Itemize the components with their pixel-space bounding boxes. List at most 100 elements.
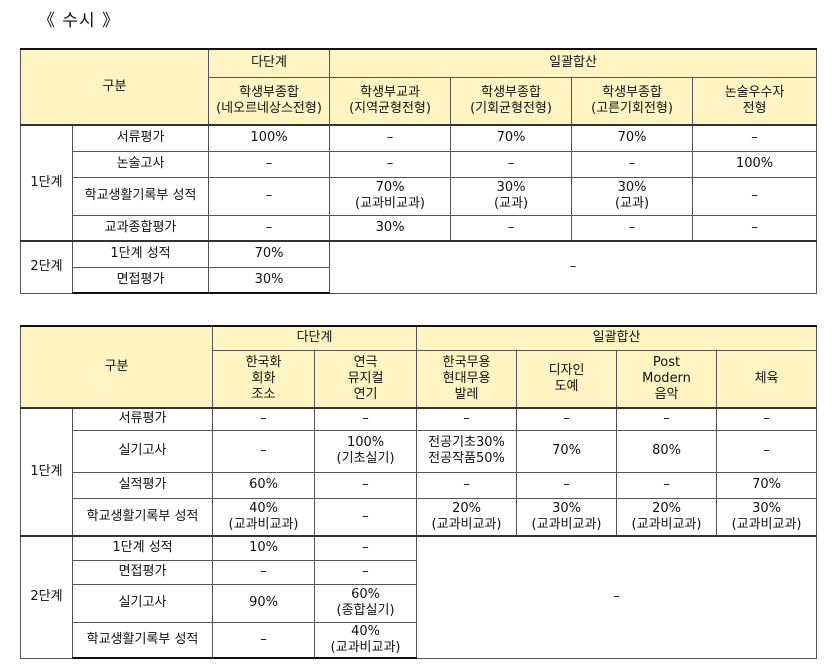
column-header: 학생부교과 (지역균형전형) <box>329 76 452 126</box>
stage-label: 2단계 <box>20 535 73 659</box>
table-row: 학교생활기록부 성적 – 40% (교과비교과) <box>21 621 817 659</box>
column-header: 연극 뮤지컬 연기 <box>314 349 418 409</box>
merged-cell: – <box>329 240 818 294</box>
table-row: 학교생활기록부 성적 40% (교과비교과) – 20% (교과비교과) 30% (교… <box>21 497 818 537</box>
row-label: 서류평가 <box>71 407 214 431</box>
cell: – <box>716 429 818 473</box>
cell: – <box>329 124 452 152</box>
header-group-multi: 다단계 <box>208 48 331 78</box>
cell: 70% <box>450 124 573 152</box>
section-title: 《 수시 》 <box>38 11 121 31</box>
cell: – <box>329 150 452 178</box>
row-label: 1단계 성적 <box>71 535 214 561</box>
header-category: 구분 <box>19 325 214 409</box>
cell: – <box>416 471 518 499</box>
cell: – <box>571 150 694 178</box>
cell: – <box>212 407 316 431</box>
cell: – <box>208 176 331 216</box>
cell: – <box>692 124 818 152</box>
cell: – <box>212 559 316 585</box>
cell: 100% <box>208 124 331 152</box>
row-label: 면접평가 <box>71 266 210 294</box>
column-header: 논술우수자 전형 <box>692 76 818 126</box>
cell: – <box>314 559 418 585</box>
row-label: 교과종합평가 <box>71 214 210 242</box>
cell: – <box>208 150 331 178</box>
cell: – <box>616 471 718 499</box>
cell: – <box>314 471 418 499</box>
header-group-multi: 다단계 <box>212 325 418 351</box>
cell: – <box>212 621 316 659</box>
cell: 40% (교과비교과) <box>212 497 316 537</box>
column-header: 학생부종합 (네오르네상스전형) <box>208 76 331 126</box>
cell: 30% <box>329 214 452 242</box>
admission-table-1: 구분 다단계 일괄합산 학생부종합 (네오르네상스전형) 학생부교과 (지역균형전형… <box>19 48 818 294</box>
column-header: 학생부종합 (고른기회전형) <box>571 76 694 126</box>
cell: 30% (교과비교과) <box>516 497 618 537</box>
column-header: 한국화 회화 조소 <box>212 349 316 409</box>
table-row: 1단계 서류평가 100% – 70% 70% – <box>20 124 818 242</box>
cell: – <box>450 150 573 178</box>
t2-column-headers: 한국화 회화 조소 연극 뮤지컬 연기 한국무용 현대무용 발레 디자인 도예 Post Mod… <box>21 349 818 409</box>
row-label: 면접평가 <box>71 559 214 585</box>
cell: – <box>314 535 418 561</box>
merged-cell: – <box>416 535 818 659</box>
row-label: 1단계 성적 <box>71 240 210 268</box>
column-header: 체육 <box>716 349 818 409</box>
table-row: 실기고사 – 100% (기초실기) 전공기초30% 전공작품50% 70% 80%… <box>21 429 818 473</box>
column-header: 한국무용 현대무용 발레 <box>416 349 518 409</box>
cell: – <box>314 497 418 537</box>
table-row: 실적평가 60% – – – – 70% <box>21 471 818 499</box>
cell: – <box>450 214 573 242</box>
cell: 60% <box>212 471 316 499</box>
table-row: 논술고사 – – – – 100% <box>21 150 818 178</box>
cell: – <box>516 471 618 499</box>
cell: 20% (교과비교과) <box>616 497 718 537</box>
cell: 60% (종합실기) <box>314 583 418 623</box>
header-group-bulk: 일괄합산 <box>329 48 818 78</box>
cell: – <box>208 214 331 242</box>
table-row: 교과종합평가 – 30% – – – <box>21 214 818 242</box>
cell: 전공기초30% 전공작품50% <box>416 429 518 473</box>
cell: – <box>571 214 694 242</box>
cell: – <box>692 214 818 242</box>
table-row: 면접평가 30% <box>21 266 817 294</box>
stage-label: 1단계 <box>20 124 73 242</box>
column-header: 디자인 도예 <box>516 349 618 409</box>
row-label: 학교생활기록부 성적 <box>71 621 214 659</box>
cell: 70% <box>208 240 331 268</box>
table-row: 2단계 1단계 성적 70% – <box>20 240 818 294</box>
admission-table-2: 구분 다단계 일괄합산 한국화 회화 조소 연극 뮤지컬 연기 한국무용 현대무용 발레 디… <box>19 325 818 659</box>
column-header: 학생부종합 (기회균형전형) <box>450 76 573 126</box>
cell: 10% <box>212 535 316 561</box>
cell: 100% <box>692 150 818 178</box>
row-label: 실적평가 <box>71 471 214 499</box>
cell: 100% (기초실기) <box>314 429 418 473</box>
table-row: 2단계 1단계 성적 10% – – <box>20 535 818 659</box>
t1-column-headers: 학생부종합 (네오르네상스전형) 학생부교과 (지역균형전형) 학생부종합 (기회균형… <box>21 76 818 126</box>
header-category: 구분 <box>19 48 210 126</box>
stage-label: 1단계 <box>20 407 73 537</box>
stage-label: 2단계 <box>20 240 73 294</box>
cell: 90% <box>212 583 316 623</box>
cell: 30% (교과) <box>450 176 573 216</box>
cell: 70% (교과비교과) <box>329 176 452 216</box>
cell: 40% (교과비교과) <box>314 621 418 659</box>
cell: 30% <box>208 266 331 294</box>
table-row: 실기고사 90% 60% (종합실기) <box>21 583 817 623</box>
row-label: 학교생활기록부 성적 <box>71 497 214 537</box>
row-label: 학교생활기록부 성적 <box>71 176 210 216</box>
cell: 30% (교과비교과) <box>716 497 818 537</box>
cell: 30% (교과) <box>571 176 694 216</box>
table-row: 면접평가 – – <box>21 559 817 585</box>
cell: – <box>516 407 618 431</box>
table-row: 1단계 서류평가 – – – – – – <box>20 407 818 537</box>
cell: 20% (교과비교과) <box>416 497 518 537</box>
cell: – <box>716 407 818 431</box>
cell: 80% <box>616 429 718 473</box>
cell: – <box>212 429 316 473</box>
row-label: 서류평가 <box>71 124 210 152</box>
row-label: 실기고사 <box>71 429 214 473</box>
cell: 70% <box>571 124 694 152</box>
cell: 70% <box>716 471 818 499</box>
